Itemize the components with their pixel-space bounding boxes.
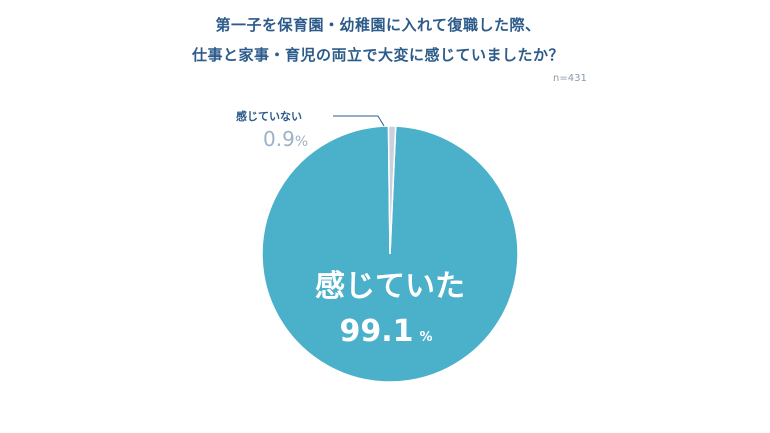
small-slice-callout: 感じていない 0.9% — [236, 109, 385, 151]
small-slice-label: 感じていない — [236, 109, 302, 123]
chart-title-line-2: 仕事と家事・育児の両立で大変に感じていましたか？ — [191, 46, 564, 64]
sample-size-label: n=431 — [553, 73, 587, 84]
pie-slices — [261, 125, 519, 383]
pie-slice-small — [387, 125, 397, 255]
small-slice-value: 0.9% — [263, 127, 308, 151]
leader-line — [333, 115, 385, 127]
main-slice-label: 感じていた — [315, 269, 465, 304]
main-slice-labels: 感じていた 99.1% — [315, 269, 465, 349]
chart-title-line-1: 第一子を保育園・幼稚園に入れて復職した際、 — [215, 16, 541, 34]
main-slice-value: 99.1% — [339, 314, 432, 349]
